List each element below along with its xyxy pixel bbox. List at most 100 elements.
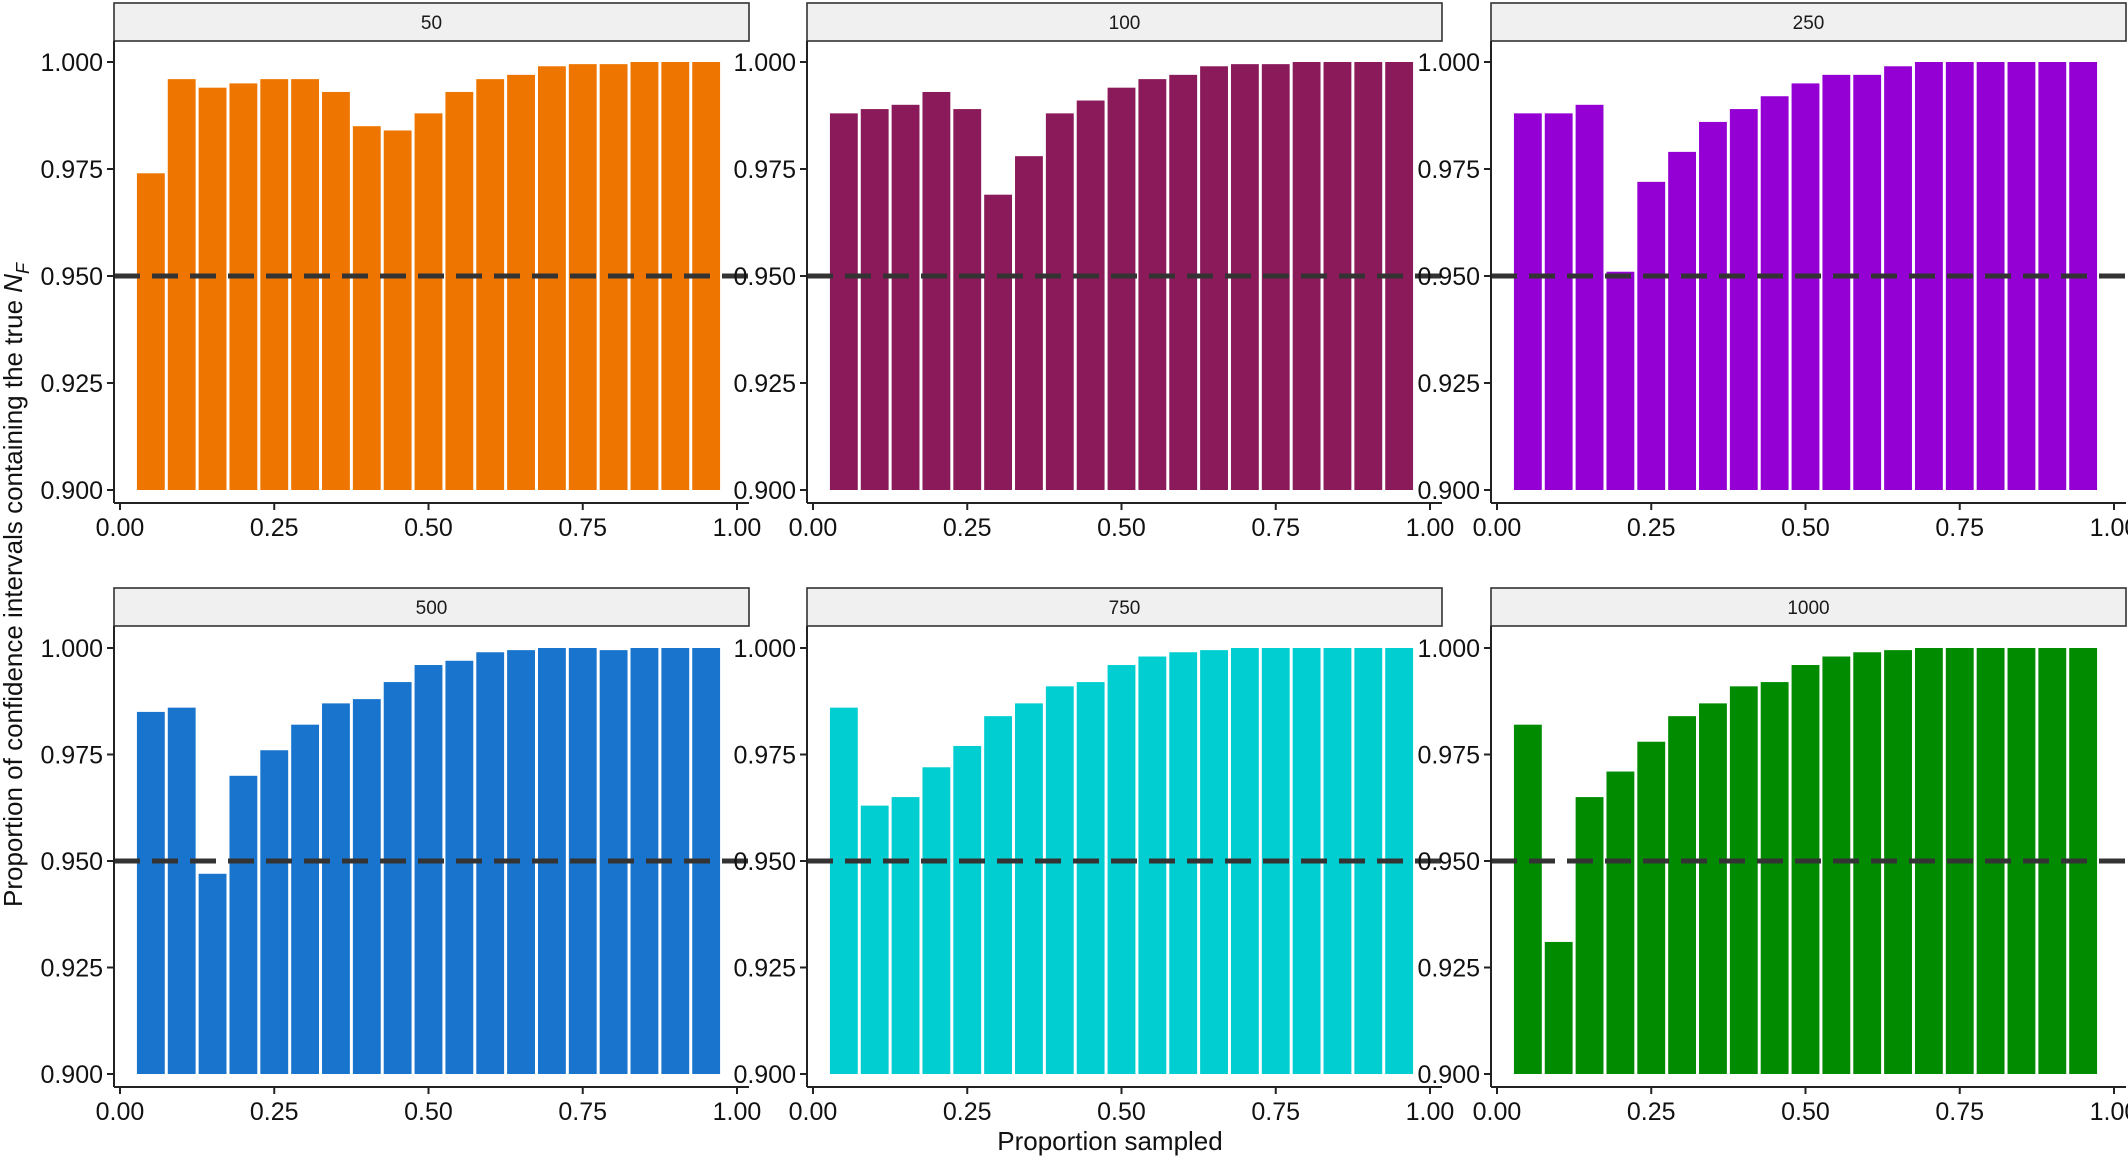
- bar: [1138, 79, 1167, 491]
- bar: [136, 711, 165, 1074]
- bar: [291, 79, 320, 491]
- bar: [1045, 113, 1074, 491]
- y-tick-label: 0.900: [1417, 1061, 1480, 1089]
- bar: [414, 665, 443, 1074]
- bar: [1107, 665, 1136, 1074]
- x-tick-label: 0.50: [404, 1098, 453, 1126]
- bar: [891, 104, 920, 491]
- bar: [1544, 113, 1573, 491]
- x-tick-label: 0.75: [1251, 514, 1300, 542]
- x-tick-label: 0.25: [1627, 1098, 1676, 1126]
- bar: [1606, 271, 1635, 490]
- x-tick-label: 0.25: [943, 1098, 992, 1126]
- bar: [229, 83, 258, 491]
- bar: [1668, 151, 1697, 490]
- facet-strip: [1490, 2, 2127, 42]
- y-axis-title-symbol: N: [0, 274, 28, 293]
- y-tick-label: 0.950: [733, 848, 796, 876]
- bar: [1138, 656, 1167, 1074]
- bar: [476, 79, 505, 491]
- bar: [1575, 797, 1604, 1074]
- bar: [1822, 74, 1851, 490]
- bar: [1544, 941, 1573, 1074]
- bar: [1853, 74, 1882, 490]
- y-tick-label: 0.900: [733, 1061, 796, 1089]
- x-tick-label: 0.50: [1097, 514, 1146, 542]
- facet-strip: [1490, 587, 2127, 627]
- y-tick-label: 1.000: [40, 49, 103, 77]
- facet-strip: [806, 587, 1443, 627]
- bar: [953, 745, 982, 1074]
- x-tick-label: 0.25: [250, 514, 299, 542]
- y-tick-label: 0.925: [40, 370, 103, 398]
- x-tick-label: 0.00: [789, 514, 838, 542]
- bar: [229, 775, 258, 1074]
- x-tick-label: 0.25: [250, 1098, 299, 1126]
- bar: [953, 109, 982, 490]
- x-tick-label: 0.75: [1935, 514, 1984, 542]
- bar: [829, 113, 858, 491]
- x-tick-label: 0.50: [1781, 514, 1830, 542]
- x-tick-label: 0.50: [1097, 1098, 1146, 1126]
- bar: [984, 716, 1013, 1074]
- x-tick-label: 0.00: [1473, 1098, 1522, 1126]
- bar: [1729, 109, 1758, 490]
- bar: [198, 873, 227, 1074]
- y-axis-title-text: Proportion of confidence intervals conta…: [0, 293, 28, 907]
- bar: [1076, 682, 1105, 1074]
- bar: [1637, 741, 1666, 1074]
- x-axis-title: Proportion sampled: [997, 1126, 1222, 1156]
- y-tick-label: 1.000: [40, 635, 103, 663]
- facet-panels: 50 0.900 0.925 0.950 0.975 1.000 0.00 0.25 0.50 0…: [40, 2, 2128, 1126]
- y-tick-label: 0.900: [40, 477, 103, 505]
- x-tick-label: 1.00: [2090, 1098, 2128, 1126]
- bar: [1606, 771, 1635, 1074]
- bar: [922, 91, 951, 491]
- bar: [984, 194, 1013, 490]
- x-tick-label: 0.50: [1781, 1098, 1830, 1126]
- facet-panel-750: 750 0.900 0.925 0.950 0.975 1.000 0.00 0.25 0.50…: [733, 587, 1455, 1126]
- y-tick-label: 0.975: [40, 156, 103, 184]
- facet-panel-100: 100 0.900 0.925 0.950 0.975 1.000 0.00 0.25 0.50…: [733, 2, 1454, 542]
- x-tick-label: 1.00: [713, 1098, 762, 1126]
- bar: [1760, 96, 1789, 491]
- x-tick-label: 1.00: [1406, 1098, 1455, 1126]
- bar: [136, 173, 165, 490]
- bar: [1791, 83, 1820, 491]
- bar: [260, 79, 289, 491]
- bar: [414, 113, 443, 491]
- bar: [445, 660, 474, 1074]
- bar: [1107, 87, 1136, 491]
- y-tick-label: 0.900: [40, 1061, 103, 1089]
- facet-strip-label: 250: [1793, 13, 1825, 34]
- x-tick-label: 0.50: [404, 514, 453, 542]
- bar: [1791, 665, 1820, 1074]
- bar: [1699, 703, 1727, 1074]
- bar: [1045, 686, 1074, 1074]
- y-tick-label: 0.950: [1417, 263, 1480, 291]
- bar: [1668, 716, 1697, 1074]
- y-tick-label: 0.925: [733, 370, 796, 398]
- bar: [260, 750, 289, 1074]
- bar: [383, 682, 412, 1074]
- bar: [1076, 100, 1105, 491]
- y-tick-label: 1.000: [733, 635, 796, 663]
- x-tick-label: 0.75: [558, 1098, 607, 1126]
- bar: [1513, 724, 1542, 1074]
- bar: [891, 797, 920, 1074]
- bar: [1760, 682, 1789, 1074]
- bar: [507, 74, 535, 490]
- bar: [445, 91, 474, 491]
- bar: [1729, 686, 1758, 1074]
- facet-panel-1000: 1000 0.900 0.925 0.950 0.975 1.000 0.00 0.25 0.5…: [1417, 587, 2128, 1126]
- y-tick-label: 0.975: [733, 156, 796, 184]
- y-tick-label: 0.950: [733, 263, 796, 291]
- bar: [829, 707, 858, 1074]
- x-tick-label: 0.75: [558, 514, 607, 542]
- bar: [860, 805, 889, 1074]
- y-tick-label: 1.000: [733, 49, 796, 77]
- facet-strip-label: 50: [421, 13, 442, 34]
- bar: [198, 87, 227, 491]
- x-tick-label: 1.00: [2090, 514, 2128, 542]
- bar: [1015, 156, 1043, 490]
